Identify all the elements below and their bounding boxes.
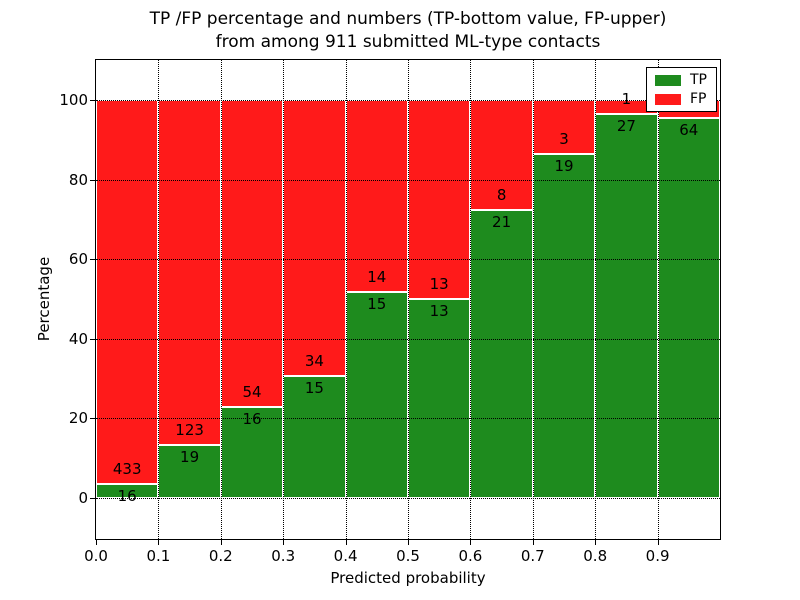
x-tick-label: 0.4 (333, 547, 358, 565)
x-tick-mark (408, 540, 409, 545)
y-tick-label: 20 (68, 409, 88, 428)
fp-count-label: 8 (496, 185, 507, 204)
tp-count-label: 19 (180, 447, 200, 466)
legend-fp-swatch (655, 93, 681, 105)
tp-count-label: 27 (616, 117, 636, 136)
bar-fp-segment (345, 100, 408, 293)
fp-count-label: 13 (429, 275, 449, 293)
bar-fp-segment (283, 100, 346, 377)
x-tick-mark (595, 540, 597, 545)
legend-row-fp: FP (655, 92, 707, 106)
x-tick-mark (158, 540, 160, 545)
bar-tp-segment (283, 376, 346, 498)
gridline-vertical (283, 60, 285, 539)
gridline-vertical (158, 60, 160, 539)
gridline-vertical (345, 60, 347, 539)
gridline-vertical (408, 60, 409, 539)
fp-count-label: 3 (559, 130, 569, 149)
x-tick-label: 0.8 (583, 547, 608, 565)
x-tick-label: 0.2 (208, 547, 233, 565)
chart-title-line2: from among 911 submitted ML-type contact… (215, 32, 601, 52)
x-tick-label: 0.7 (520, 547, 545, 565)
bar-fp-segment (408, 100, 471, 299)
x-tick-label: 0.6 (458, 547, 483, 565)
y-tick-label: 100 (59, 91, 88, 109)
bar-fp-segment (158, 100, 221, 445)
chart-title-line1: TP /FP percentage and numbers (TP-bottom… (149, 9, 667, 29)
x-tick-mark (657, 540, 659, 545)
bar-tp-segment (657, 117, 720, 498)
bar-fp-segment (532, 100, 596, 155)
x-tick-label: 0.0 (84, 547, 108, 565)
tp-count-label: 16 (242, 410, 262, 428)
tp-count-label: 64 (679, 120, 699, 139)
x-tick-mark (345, 540, 347, 545)
y-tick-mark (90, 338, 96, 340)
tp-count-label: 15 (304, 379, 324, 398)
tp-count-label: 13 (429, 302, 449, 320)
bar-tp-segment (345, 292, 408, 498)
tp-count-label: 19 (554, 157, 574, 176)
legend-fp-label: FP (690, 91, 707, 107)
x-axis-label: Predicted probability (330, 569, 486, 587)
gridline-vertical (220, 60, 222, 539)
x-tick-mark (283, 540, 285, 545)
x-tick-mark (470, 540, 472, 545)
legend-row-tp: TP (655, 73, 707, 87)
y-tick-label: 40 (68, 329, 88, 348)
x-tick-label: 0.1 (146, 547, 171, 565)
y-tick-label: 80 (68, 170, 88, 189)
gridline-vertical (657, 60, 659, 539)
fp-count-label: 54 (242, 383, 262, 401)
y-tick-mark (90, 498, 96, 499)
bar-fp-segment (96, 100, 159, 484)
legend-tp-label: TP (690, 72, 707, 88)
x-tick-label: 0.5 (396, 547, 420, 565)
bar-tp-segment (470, 209, 533, 498)
x-tick-mark (96, 540, 97, 545)
fp-count-label: 14 (367, 268, 387, 287)
y-tick-label: 60 (68, 250, 88, 269)
y-tick-mark (90, 179, 96, 181)
gridline-vertical (595, 60, 597, 539)
y-tick-mark (90, 259, 96, 261)
tp-count-label: 21 (492, 212, 512, 231)
bar-tp-segment (158, 444, 221, 498)
fp-count-label: 34 (304, 352, 324, 371)
bar-fp-segment (470, 100, 533, 210)
tp-count-label: 15 (367, 295, 387, 314)
x-tick-mark (220, 540, 222, 545)
y-tick-mark (90, 418, 96, 420)
bar-tp-segment (595, 114, 658, 498)
plot-area: 16 433 19 123 16 54 15 34 15 14 13 13 21 8 19 3 27 1 64 (95, 59, 721, 540)
fp-count-label: 123 (175, 420, 204, 439)
gridline-vertical (532, 60, 534, 539)
bar-tp-segment (532, 154, 596, 498)
bar-tp-segment (408, 299, 471, 498)
fp-count-label: 433 (112, 459, 142, 478)
chart-title: TP /FP percentage and numbers (TP-bottom… (96, 8, 720, 54)
x-tick-label: 0.3 (271, 547, 296, 565)
bar-tp-segment (96, 483, 159, 498)
legend-tp-swatch (655, 74, 681, 86)
bar-fp-segment (220, 100, 284, 407)
y-tick-mark (90, 100, 96, 101)
legend: TP FP (646, 67, 717, 112)
y-tick-label: 0 (78, 489, 88, 507)
tp-count-label: 16 (117, 486, 137, 505)
x-tick-label: 0.9 (645, 547, 670, 565)
fp-count-label: 1 (621, 90, 632, 109)
x-tick-mark (532, 540, 534, 545)
gridline-vertical (470, 60, 472, 539)
